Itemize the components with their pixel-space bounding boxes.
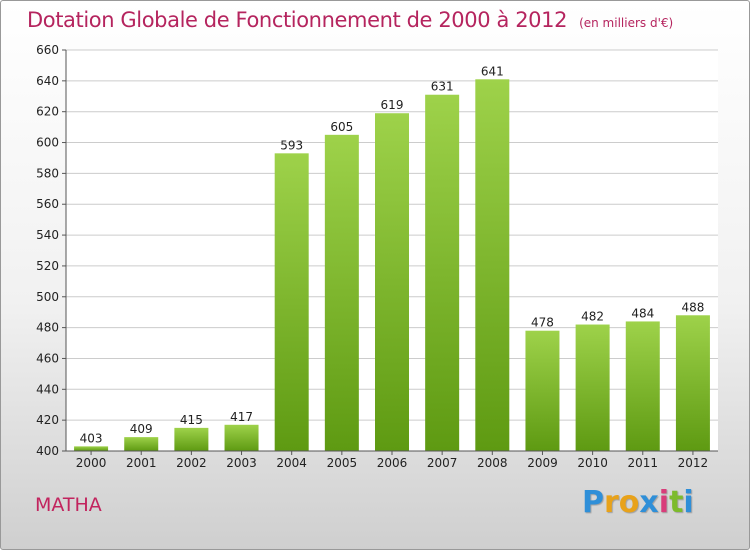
y-tick-label-420: 420 xyxy=(36,413,59,427)
value-label-2004: 593 xyxy=(280,138,303,152)
x-tick-label-2010: 2010 xyxy=(577,456,608,470)
y-tick-label-460: 460 xyxy=(36,351,59,365)
chart-subtitle: (en milliers d'€) xyxy=(579,16,674,30)
x-tick-label-2004: 2004 xyxy=(276,456,307,470)
y-tick-label-540: 540 xyxy=(36,228,59,242)
value-label-2008: 641 xyxy=(481,64,504,78)
value-label-2010: 482 xyxy=(581,310,604,324)
bar-2004 xyxy=(274,153,309,452)
bar-2011 xyxy=(625,321,660,451)
value-label-2006: 619 xyxy=(381,98,404,112)
commune-name: MATHA xyxy=(35,494,102,516)
y-tick-label-520: 520 xyxy=(36,259,59,273)
y-axis: 400 420 440 460 480 500 520 540 560 580 600 620 640 6… xyxy=(36,43,67,458)
bar-2005 xyxy=(324,134,359,452)
logo-letter-2: o xyxy=(618,485,640,520)
bar-2010 xyxy=(575,324,610,451)
value-label-2000: 403 xyxy=(80,431,103,445)
y-tick-label-600: 600 xyxy=(36,136,59,150)
y-tick-label-440: 440 xyxy=(36,382,59,396)
bar-2012 xyxy=(675,315,710,451)
bar-2007 xyxy=(425,94,460,451)
logo-letter-5: t xyxy=(669,485,684,520)
x-tick-label-2000: 2000 xyxy=(76,456,107,470)
y-tick-label-580: 580 xyxy=(36,166,59,180)
bars: 403 409 415 417 593 605 619 631 641 478 482 484 488 xyxy=(74,64,710,452)
bar-2009 xyxy=(525,330,560,451)
x-tick-label-2012: 2012 xyxy=(678,456,709,470)
logo-letter-4: i xyxy=(658,485,670,520)
logo-letter-6: i xyxy=(683,485,694,520)
value-label-2005: 605 xyxy=(330,120,353,134)
chart-title: Dotation Globale de Fonctionnement de 20… xyxy=(27,8,673,32)
x-tick-label-2008: 2008 xyxy=(477,456,508,470)
x-tick-label-2005: 2005 xyxy=(327,456,358,470)
x-tick-label-2009: 2009 xyxy=(527,456,558,470)
x-tick-label-2002: 2002 xyxy=(176,456,207,470)
bar-2000 xyxy=(74,446,109,451)
bar-2001 xyxy=(124,437,159,451)
y-tick-label-500: 500 xyxy=(36,290,59,304)
logo-letter-1: r xyxy=(604,485,619,520)
value-label-2011: 484 xyxy=(631,306,654,320)
x-tick-label-2007: 2007 xyxy=(427,456,458,470)
value-label-2012: 488 xyxy=(681,300,704,314)
value-label-2003: 417 xyxy=(230,410,253,424)
x-axis: 2000 2001 2002 2003 2004 2005 2006 2007 2008 2009… xyxy=(66,450,718,470)
bar-2008 xyxy=(475,79,510,452)
value-label-2009: 478 xyxy=(531,316,554,330)
bar-2006 xyxy=(375,113,409,451)
bar-2003 xyxy=(224,424,259,451)
y-tick-label-660: 660 xyxy=(36,43,59,57)
x-tick-label-2003: 2003 xyxy=(226,456,257,470)
x-tick-label-2006: 2006 xyxy=(377,456,408,470)
y-tick-label-480: 480 xyxy=(36,321,59,335)
proxiti-logo[interactable]: Proxiti xyxy=(582,485,694,520)
logo-letter-3: x xyxy=(639,485,659,520)
value-label-2001: 409 xyxy=(130,422,153,436)
y-tick-label-640: 640 xyxy=(36,74,59,88)
x-tick-label-2011: 2011 xyxy=(627,456,658,470)
y-tick-label-560: 560 xyxy=(36,197,59,211)
bar-2002 xyxy=(174,427,209,451)
y-tick-label-620: 620 xyxy=(36,105,59,119)
logo-letter-0: P xyxy=(582,485,604,520)
y-tick-label-400: 400 xyxy=(36,444,59,458)
value-label-2007: 631 xyxy=(431,80,454,94)
value-label-2002: 415 xyxy=(180,413,203,427)
chart-title-text: Dotation Globale de Fonctionnement de 20… xyxy=(27,8,568,32)
x-tick-label-2001: 2001 xyxy=(126,456,157,470)
